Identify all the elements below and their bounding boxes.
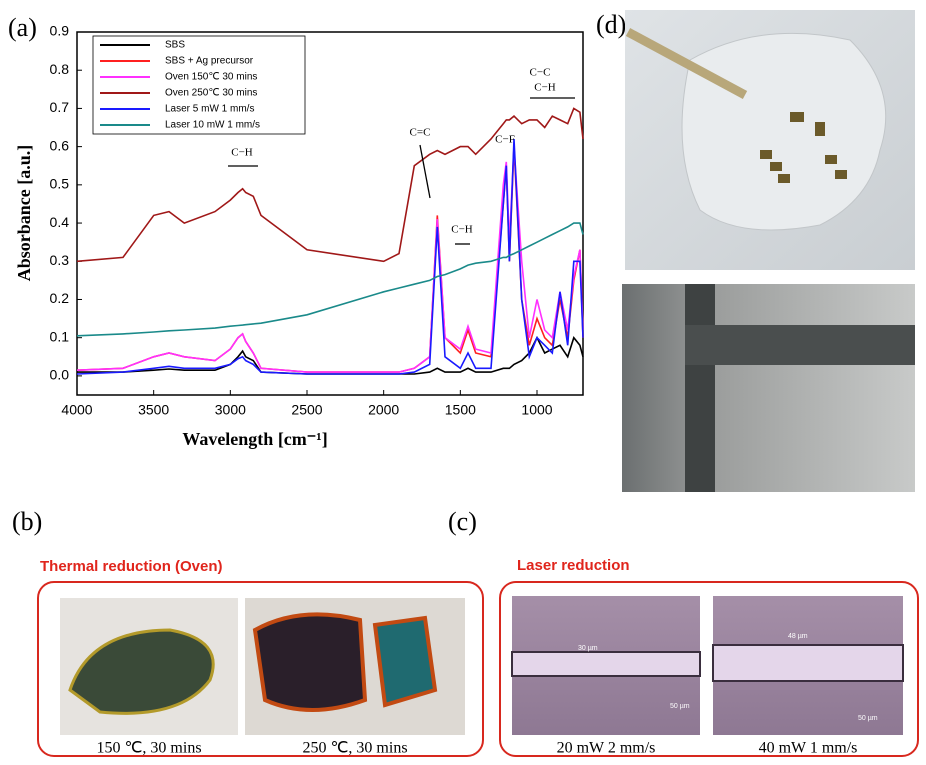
x-tick-label: 2500 [291, 402, 322, 418]
trace [713, 645, 903, 681]
sample [255, 614, 365, 710]
panel-title: Thermal reduction (Oven) [40, 558, 223, 575]
caption: 250 ℃, 30 mins [302, 740, 407, 757]
caption: 40 mW 1 mm/s [759, 740, 858, 757]
caption: 20 mW 2 mm/s [557, 740, 656, 757]
y-tick-label: 0.4 [50, 214, 70, 230]
y-tick-label: 0.1 [50, 328, 70, 344]
y-tick-label: 0.0 [50, 367, 70, 383]
legend-label: SBS [165, 40, 185, 51]
x-tick-label: 4000 [61, 402, 92, 418]
annotation: C−C [530, 67, 551, 79]
y-tick-label: 0.8 [50, 61, 70, 77]
trace [685, 284, 715, 492]
scale-label: 30 µm [578, 645, 598, 652]
scale-label: 50 µm [670, 703, 690, 710]
legend-label: Oven 250℃ 30 mins [165, 88, 257, 99]
y-tick-label: 0.3 [50, 252, 70, 268]
y-tick-label: 0.9 [50, 23, 70, 39]
legend-label: SBS + Ag precursor [165, 56, 254, 67]
annotation: C−F [495, 134, 515, 146]
series-line [77, 223, 583, 336]
trace [685, 325, 915, 365]
panel-label: (d) [596, 10, 626, 39]
y-tick-label: 0.5 [50, 176, 70, 192]
scale-label: 50 µm [858, 715, 878, 722]
legend-label: Laser 10 mW 1 mm/s [165, 120, 260, 131]
panel-label: (b) [12, 507, 42, 536]
legend-label: Oven 150℃ 30 mins [165, 72, 257, 83]
panel-label: (c) [448, 507, 477, 536]
y-axis-label: Absorbance [a.u.] [14, 145, 34, 282]
annotation: C−H [231, 147, 253, 159]
sample [375, 618, 435, 705]
trace [512, 652, 700, 676]
panel-title: Laser reduction [517, 557, 630, 574]
legend-label: Laser 5 mW 1 mm/s [165, 104, 254, 115]
x-tick-label: 1000 [521, 402, 552, 418]
x-tick-label: 3500 [138, 402, 169, 418]
scale-label: 48 µm [788, 633, 808, 640]
panel-label: (a) [8, 13, 37, 42]
photo [622, 284, 915, 492]
caption: 150 ℃, 30 mins [96, 740, 201, 757]
x-tick-label: 3000 [215, 402, 246, 418]
y-tick-label: 0.7 [50, 99, 70, 115]
x-axis-label: Wavelength [cm⁻¹] [182, 429, 327, 449]
annotation: C=C [410, 127, 431, 139]
x-tick-label: 2000 [368, 402, 399, 418]
annotation: C−H [534, 82, 556, 94]
arrow [420, 145, 430, 198]
figure: (a) (d) (b) (c) Thermal reduction (Oven)… [0, 0, 926, 760]
y-tick-label: 0.6 [50, 137, 70, 153]
y-tick-label: 0.2 [50, 290, 70, 306]
x-tick-label: 1500 [445, 402, 476, 418]
annotation: C−H [451, 224, 473, 236]
